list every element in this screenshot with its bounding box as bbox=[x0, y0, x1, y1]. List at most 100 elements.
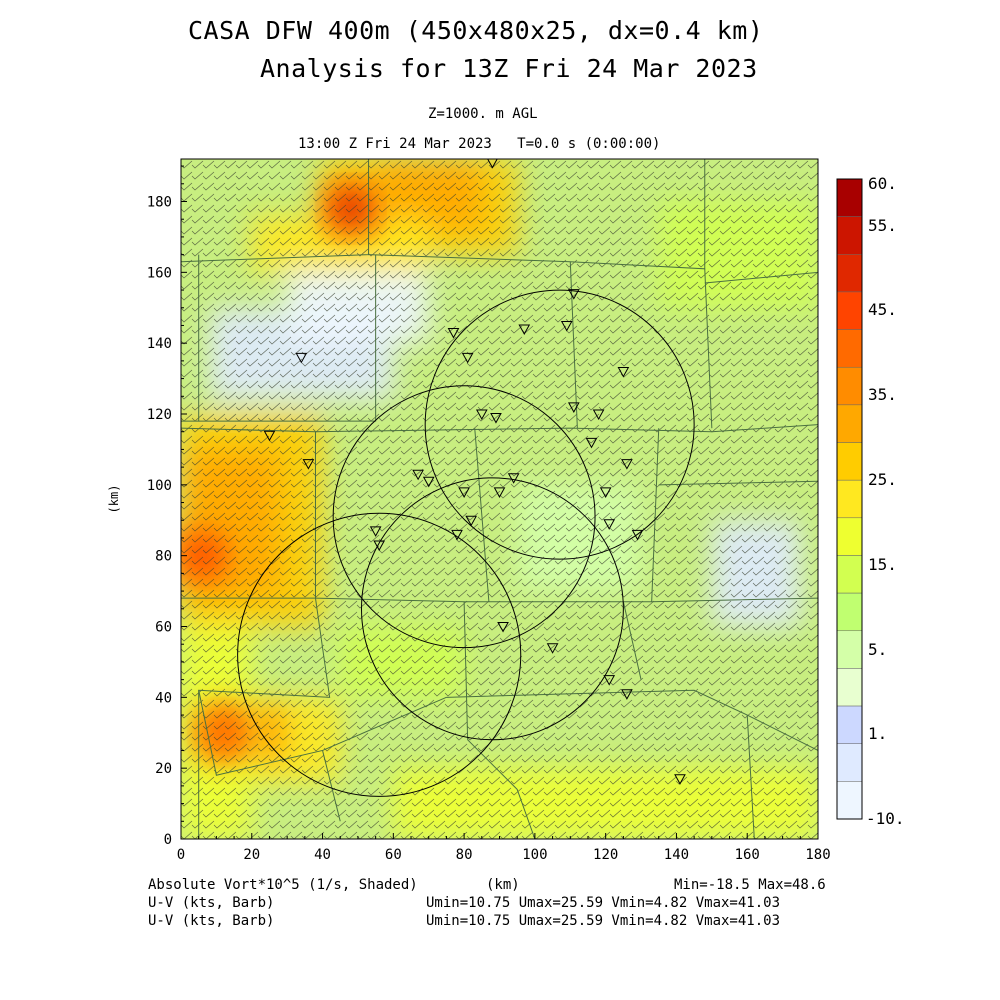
station-marker bbox=[487, 159, 498, 169]
y-tick-label: 80 bbox=[155, 549, 172, 565]
station-marker bbox=[621, 689, 633, 700]
field-label-barb-2: U-V (kts, Barb) bbox=[148, 913, 275, 929]
colorbar-swatch bbox=[836, 555, 863, 594]
colorbar-swatch bbox=[836, 178, 863, 217]
uv-stats-1: Umin=10.75 Umax=25.59 Vmin=4.82 Vmax=41.… bbox=[426, 895, 781, 911]
county-boundary bbox=[368, 159, 706, 270]
y-tick-label: 20 bbox=[155, 761, 172, 777]
y-tick-label: 120 bbox=[147, 407, 172, 423]
radar-range-ring bbox=[424, 289, 695, 560]
y-tick-label: 160 bbox=[147, 265, 172, 281]
level-label: Z=1000. m AGL bbox=[428, 106, 538, 122]
y-tick-label: 60 bbox=[155, 620, 172, 636]
y-axis-label: (km) bbox=[107, 485, 121, 514]
station-marker bbox=[461, 352, 474, 364]
station-marker bbox=[592, 409, 605, 421]
county-boundary bbox=[181, 424, 818, 433]
colorbar-label: 45. bbox=[868, 300, 897, 319]
colorbar-swatch bbox=[836, 743, 863, 782]
colorbar-swatch bbox=[836, 404, 863, 443]
station-marker bbox=[603, 519, 616, 530]
x-tick-label: 40 bbox=[314, 847, 331, 863]
county-boundary bbox=[322, 750, 341, 822]
radar-range-ring bbox=[237, 512, 522, 797]
station-marker bbox=[497, 622, 509, 633]
county-boundary bbox=[198, 254, 377, 422]
station-marker bbox=[567, 402, 580, 413]
y-tick-label: 0 bbox=[164, 832, 172, 848]
station-marker bbox=[546, 643, 559, 654]
colorbar-swatch bbox=[836, 216, 863, 255]
station-marker bbox=[447, 328, 460, 339]
field-label-barb-1: U-V (kts, Barb) bbox=[148, 895, 275, 911]
x-tick-label: 100 bbox=[522, 847, 547, 863]
county-boundary bbox=[198, 598, 331, 839]
radar-range-ring bbox=[332, 385, 596, 649]
county-boundary bbox=[704, 268, 713, 429]
colorbar-swatch bbox=[836, 668, 863, 707]
colorbar-label: 1. bbox=[868, 724, 887, 743]
station-marker bbox=[465, 515, 478, 527]
colorbar-swatch bbox=[836, 630, 863, 669]
min-max-label: Min=-18.5 Max=48.6 bbox=[674, 877, 826, 893]
colorbar-label: 35. bbox=[868, 385, 897, 404]
county-boundary bbox=[198, 690, 447, 776]
x-tick-label: 180 bbox=[805, 847, 830, 863]
chart-title: CASA DFW 400m (450x480x25, dx=0.4 km) bbox=[188, 16, 764, 45]
field-label-vorticity: Absolute Vort*10^5 (1/s, Shaded) bbox=[148, 877, 418, 893]
valid-time-label: 13:00 Z Fri 24 Mar 2023 T=0.0 s (0:00:00… bbox=[298, 136, 661, 152]
x-tick-label: 80 bbox=[456, 847, 473, 863]
county-boundary bbox=[622, 601, 642, 680]
colorbar-label: 55. bbox=[868, 216, 897, 235]
colorbar-swatch bbox=[836, 592, 863, 632]
colorbar-label: 15. bbox=[868, 555, 897, 574]
y-tick-label: 180 bbox=[147, 195, 172, 211]
county-boundary bbox=[467, 739, 536, 839]
station-marker bbox=[451, 529, 463, 541]
y-tick-label: 40 bbox=[155, 690, 172, 706]
x-tick-label: 120 bbox=[593, 847, 618, 863]
station-marker bbox=[412, 469, 424, 481]
x-tick-label: 0 bbox=[177, 847, 185, 863]
vorticity-max-north bbox=[332, 190, 369, 227]
colorbar-swatch bbox=[836, 705, 863, 744]
uv-stats-2: Umin=10.75 Umax=25.59 Vmin=4.82 Vmax=41.… bbox=[426, 913, 781, 929]
vorticity-max-west bbox=[184, 537, 221, 574]
colorbar-swatch bbox=[836, 329, 863, 368]
y-tick-label: 140 bbox=[147, 336, 172, 352]
county-boundary bbox=[463, 601, 469, 740]
colorbar-frame bbox=[836, 178, 863, 820]
shading-patch bbox=[711, 520, 801, 627]
station-marker bbox=[490, 413, 502, 424]
colorbar-swatch bbox=[836, 366, 863, 406]
colorbar-label: 5. bbox=[868, 640, 887, 659]
station-marker bbox=[263, 430, 276, 442]
station-marker bbox=[518, 324, 531, 336]
station-marker bbox=[585, 437, 598, 449]
colorbar-swatch bbox=[836, 442, 863, 481]
station-marker bbox=[295, 352, 308, 364]
station-marker bbox=[560, 320, 573, 332]
county-boundary bbox=[315, 597, 818, 603]
county-boundary bbox=[446, 689, 818, 751]
station-marker bbox=[422, 476, 435, 488]
y-tick-label: 100 bbox=[147, 478, 172, 494]
chart-subtitle: Analysis for 13Z Fri 24 Mar 2023 bbox=[260, 54, 758, 83]
shading-patch bbox=[658, 201, 818, 308]
station-marker bbox=[475, 409, 488, 421]
station-marker bbox=[373, 540, 386, 552]
x-tick-label: 160 bbox=[735, 847, 760, 863]
x-tick-label: 20 bbox=[243, 847, 260, 863]
station-marker bbox=[369, 526, 382, 537]
station-marker bbox=[567, 289, 580, 300]
station-marker bbox=[621, 459, 633, 470]
colorbar-label: 25. bbox=[868, 470, 897, 489]
x-tick-label: 140 bbox=[664, 847, 689, 863]
station-marker bbox=[674, 774, 686, 785]
colorbar-swatch bbox=[836, 517, 863, 556]
county-boundary bbox=[658, 480, 818, 486]
x-axis-units: (km) bbox=[486, 877, 520, 893]
county-boundary bbox=[746, 715, 755, 839]
county-boundary bbox=[651, 428, 660, 602]
colorbar-swatch bbox=[836, 254, 863, 293]
